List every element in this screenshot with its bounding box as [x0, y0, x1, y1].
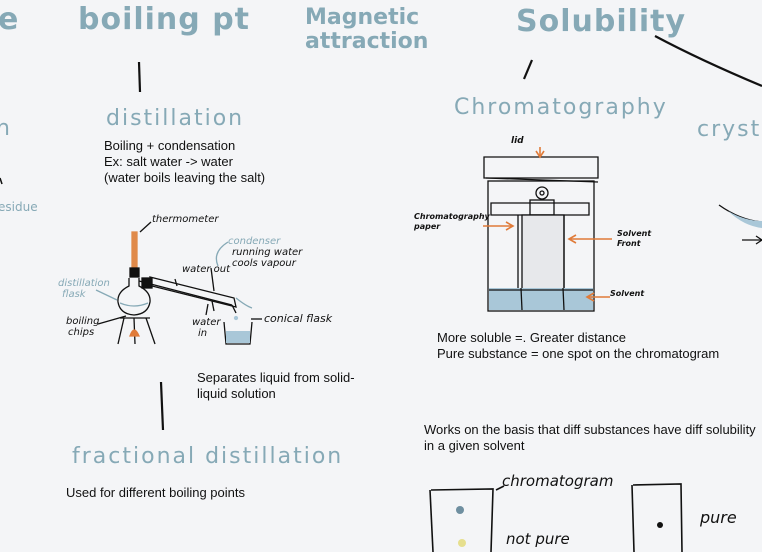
- separates-line1: Separates liquid from solid-: [197, 370, 355, 385]
- label-water-in-2: in: [198, 328, 208, 339]
- chromatography-basis: Works on the basis that diff substances …: [424, 422, 756, 454]
- separates-line2: liquid solution: [197, 386, 276, 401]
- label-solvent-front-2: Front: [617, 239, 641, 248]
- crystallisation-fragment: [718, 204, 762, 245]
- label-chromatography-paper-2: paper: [414, 222, 441, 231]
- label-pure: pure: [700, 508, 737, 527]
- heading-fragment-mid: n: [0, 116, 12, 141]
- heading-fragment-residue: esidue: [0, 200, 38, 214]
- label-boiling-chips-2: chips: [68, 327, 95, 338]
- separates-note: Separates liquid from solid- liquid solu…: [197, 370, 355, 402]
- label-running-water: running water: [232, 247, 303, 258]
- distillation-note-line3: (water boils leaving the salt): [104, 170, 266, 185]
- distillation-notes: Boiling + condensation Ex: salt water ->…: [104, 138, 265, 186]
- heading-distillation: distillation: [106, 106, 245, 131]
- not-pure-strip: [430, 488, 494, 552]
- note-basis-line1: Works on the basis that diff substances …: [424, 422, 756, 437]
- heading-chromatography: Chromatography: [454, 95, 668, 120]
- label-water-out: water out: [182, 264, 231, 275]
- boiling-connector: [137, 61, 142, 93]
- chromatograms: [429, 483, 683, 552]
- label-water-in-1: water: [192, 317, 221, 328]
- heading-fragment-top: e: [0, 2, 20, 37]
- label-thermometer: thermometer: [152, 214, 219, 225]
- label-lid: lid: [511, 136, 524, 146]
- label-chromatogram: chromatogram: [502, 472, 614, 490]
- distillation-apparatus: [95, 221, 262, 345]
- label-solvent-front-1: Solvent: [617, 229, 652, 238]
- distillation-note-line1: Boiling + condensation: [104, 138, 236, 153]
- spot-black: [657, 522, 663, 528]
- label-cools-vapour: cools vapour: [232, 258, 296, 269]
- heading-crystallisation-fragment: crystal: [697, 117, 762, 142]
- label-distillation-flask-1: distillation: [58, 278, 110, 289]
- spot-yellow: [458, 539, 466, 547]
- fractional-connector: [159, 381, 165, 431]
- crystal-connector: [654, 35, 762, 88]
- solvent-fill: [489, 288, 593, 310]
- note-more-soluble: More soluble =. Greater distance: [437, 330, 626, 345]
- heading-solubility: Solubility: [516, 4, 687, 39]
- fractional-note: Used for different boiling points: [66, 485, 245, 500]
- label-arrows: [483, 147, 612, 302]
- label-boiling-chips-1: boiling: [66, 316, 100, 327]
- label-chromatography-paper-1: Chromatography: [414, 212, 490, 221]
- spot-blue: [456, 506, 464, 514]
- chromatography-apparatus: [483, 147, 612, 312]
- chromatography-notes: More soluble =. Greater distance Pure su…: [437, 330, 719, 362]
- chromatography-connector: [522, 59, 534, 80]
- pure-strip: [632, 483, 683, 552]
- heading-boiling-pt: boiling pt: [78, 2, 251, 37]
- label-solvent: Solvent: [610, 289, 645, 298]
- heading-magnetic-attraction: Magnetic attraction: [305, 5, 429, 54]
- left-fragment-mark: [0, 177, 3, 185]
- label-condenser: condenser: [228, 236, 281, 247]
- note-pure-substance: Pure substance = one spot on the chromat…: [437, 346, 720, 361]
- label-not-pure: not pure: [506, 530, 570, 548]
- distillation-note-line2: Ex: salt water -> water: [104, 154, 233, 169]
- label-distillation-flask-2: flask: [62, 289, 86, 300]
- thermometer-icon: [131, 231, 138, 269]
- label-conical-flask: conical flask: [264, 312, 333, 325]
- lid-shape: [483, 156, 599, 179]
- heading-fractional-distillation: fractional distillation: [72, 444, 344, 469]
- note-basis-line2: in a given solvent: [424, 438, 525, 453]
